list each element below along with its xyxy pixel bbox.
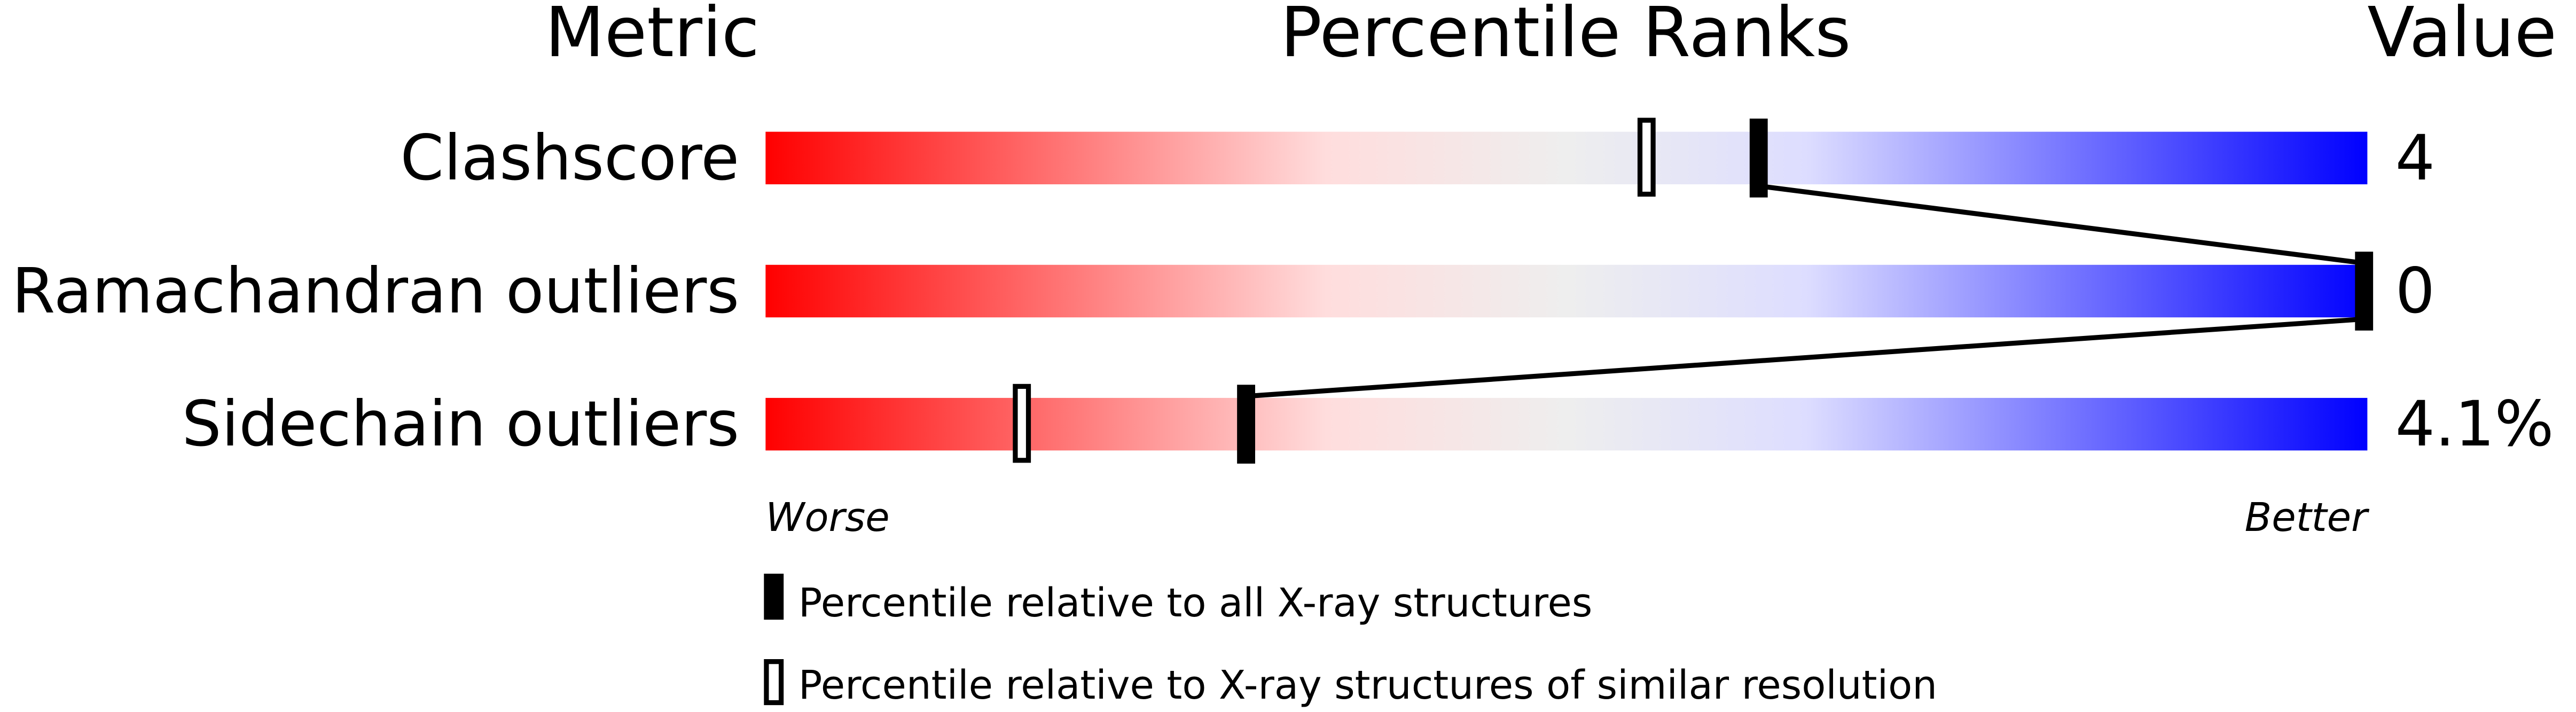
metric-label: Ramachandran outliers [12, 255, 739, 327]
metric-value: 4.1% [2395, 388, 2554, 460]
legend-label-similar: Percentile relative to X-ray structures … [798, 662, 1937, 708]
percentile-bar [765, 264, 2368, 318]
metric-label: Sidechain outliers [182, 388, 740, 460]
axis-label-better: Better [2245, 495, 2370, 541]
header-value: Value [2367, 0, 2557, 73]
axis-label-worse: Worse [765, 495, 889, 541]
header-percentile-ranks: Percentile Ranks [1280, 0, 1851, 73]
percentile-bar [765, 397, 2368, 451]
metric-value: 4 [2395, 122, 2435, 194]
similar-resolution-marker [1637, 118, 1656, 197]
legend-open-marker-icon [764, 659, 784, 706]
legend-filled-marker-icon [764, 574, 784, 620]
marker-link-line [1246, 316, 2364, 399]
marker-link-line [1758, 183, 2364, 266]
metric-label: Clashscore [400, 122, 739, 194]
percentile-bar [765, 131, 2368, 185]
legend-label-all: Percentile relative to all X-ray structu… [798, 580, 1592, 626]
header-metric: Metric [545, 0, 760, 73]
similar-resolution-marker [1013, 384, 1031, 463]
metric-value: 0 [2395, 255, 2435, 327]
